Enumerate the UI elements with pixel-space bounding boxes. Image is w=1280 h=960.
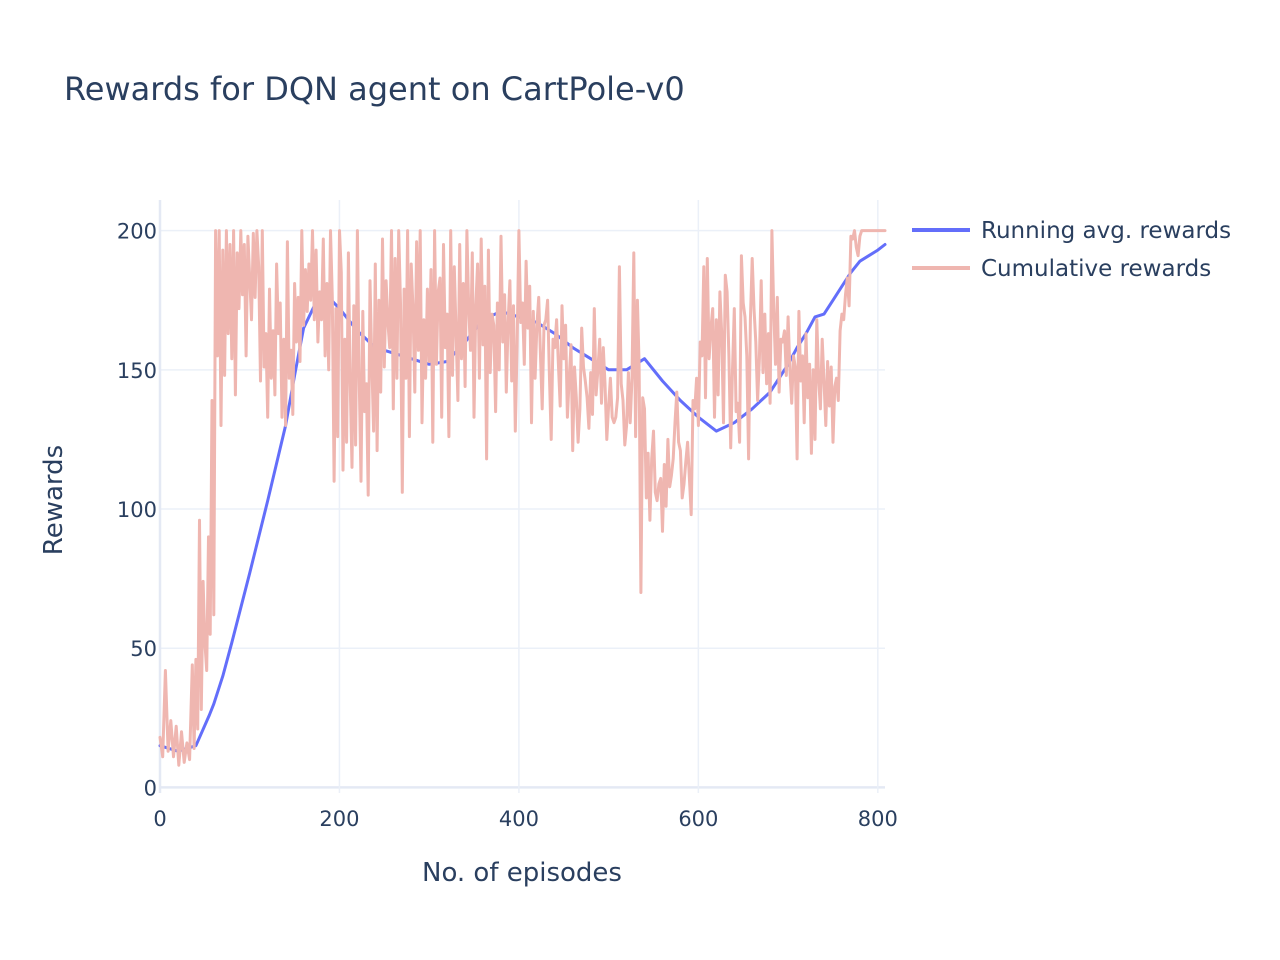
y-tick-label: 200 <box>117 220 157 244</box>
y-tick-label: 0 <box>144 776 157 800</box>
y-tick-label: 100 <box>117 498 157 522</box>
legend-item[interactable]: Cumulative rewards <box>912 256 1211 282</box>
chart-title: Rewards for DQN agent on CartPole-v0 <box>64 70 685 108</box>
x-tick-label: 200 <box>319 807 359 831</box>
legend-item[interactable]: Running avg. rewards <box>912 218 1231 244</box>
y-tick-label: 50 <box>130 637 157 661</box>
x-tick-label: 400 <box>499 807 539 831</box>
x-tick-label: 600 <box>678 807 718 831</box>
y-axis-title: Rewards <box>39 445 69 555</box>
y-tick-label: 150 <box>117 359 157 383</box>
y-axis-ticks: 0 50 100 150 200 <box>117 220 157 801</box>
series-layer <box>158 229 887 767</box>
legend[interactable]: Running avg. rewards Cumulative rewards <box>912 218 1231 282</box>
x-axis-title: No. of episodes <box>422 858 622 888</box>
x-axis-ticks: 0 200 400 600 800 <box>153 807 898 831</box>
x-tick-label: 0 <box>153 807 166 831</box>
x-tick-label: 800 <box>858 807 898 831</box>
legend-label: Running avg. rewards <box>981 218 1231 244</box>
series-line-cumulative <box>158 229 887 767</box>
legend-label: Cumulative rewards <box>981 256 1211 282</box>
